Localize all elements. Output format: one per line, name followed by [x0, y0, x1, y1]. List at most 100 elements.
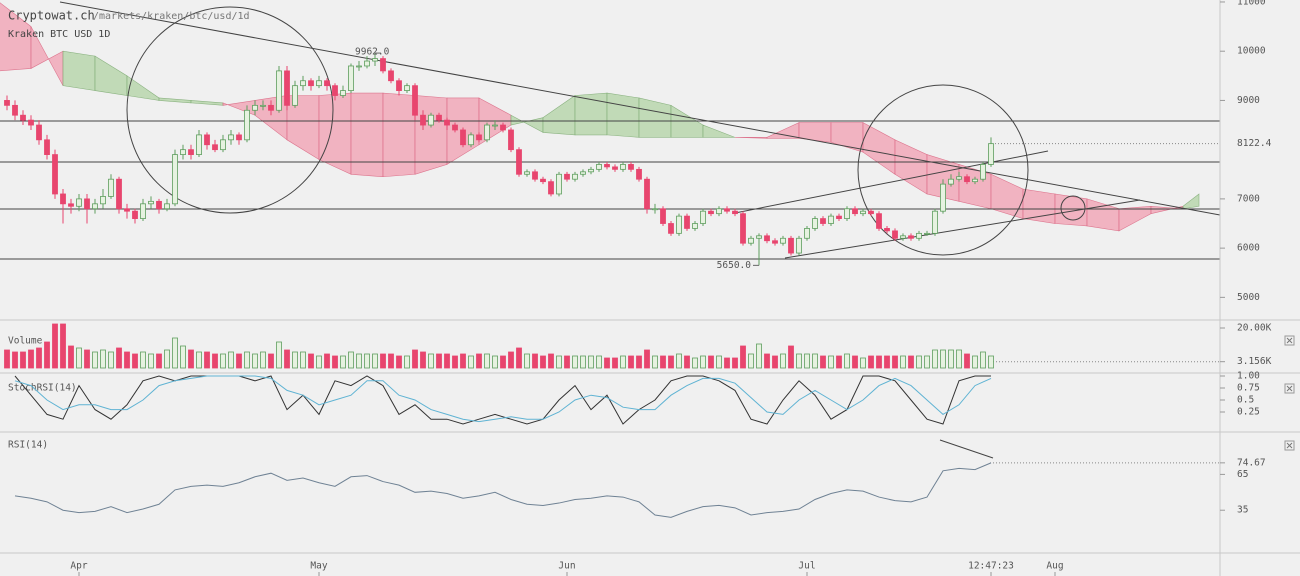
candle-body	[580, 171, 586, 175]
volume-bar	[220, 353, 226, 369]
volume-bar	[908, 355, 914, 369]
x-tick-label: Aug	[1046, 561, 1063, 572]
annotation-label: 5650.0	[717, 260, 752, 271]
volume-bar	[404, 355, 410, 369]
candle-body	[828, 215, 834, 224]
volume-bar	[844, 353, 850, 369]
candle-body	[308, 80, 314, 87]
volume-bar	[820, 355, 826, 369]
volume-bar	[836, 355, 842, 369]
cloud-segment	[798, 122, 832, 143]
candle-body	[476, 134, 482, 141]
y-tick-label: 35	[1237, 505, 1248, 516]
volume-bar	[652, 355, 658, 369]
volume-bar	[196, 351, 202, 369]
candle-body	[148, 200, 154, 205]
drawings	[0, 1, 1221, 459]
volume-bar	[644, 349, 650, 369]
cloud-segment	[350, 92, 384, 178]
volume-bar	[204, 351, 210, 369]
close-icon	[1286, 337, 1293, 344]
close-button[interactable]	[1284, 335, 1295, 346]
cloud-segment	[158, 97, 192, 104]
trend-line	[59, 1, 1221, 216]
volume-bar	[324, 353, 330, 369]
volume-bar	[124, 351, 130, 369]
volume-bar	[868, 355, 874, 369]
volume-bar	[108, 351, 114, 369]
candle-body	[924, 232, 930, 235]
volume-bar	[916, 355, 922, 369]
volume-bar	[356, 353, 362, 369]
candle-body	[100, 196, 106, 205]
x-tick-label: 12:47:23	[968, 561, 1014, 572]
volume-bar	[52, 323, 58, 369]
y-tick-label: 74.67	[1237, 457, 1266, 468]
y-tick-label: 9000	[1237, 95, 1260, 106]
candle-body	[156, 200, 162, 210]
volume-bar	[540, 355, 546, 369]
candle-body	[748, 237, 754, 244]
y-tick-label: 5000	[1237, 292, 1260, 303]
volume-bar	[636, 355, 642, 369]
candle-body	[364, 60, 370, 67]
close-button[interactable]	[1284, 383, 1295, 394]
volume-bar	[884, 355, 890, 369]
candle-body	[444, 119, 450, 126]
candle-body	[412, 85, 418, 116]
candle-body	[916, 232, 922, 239]
candle-body	[636, 168, 642, 180]
volume-bar	[28, 349, 34, 369]
volume-bar	[620, 355, 626, 369]
candle-body	[404, 85, 410, 91]
close-buttons[interactable]	[1284, 335, 1295, 451]
volume-bar	[180, 345, 186, 369]
candle-body	[932, 210, 938, 234]
volume-bar	[68, 345, 74, 369]
volume-bar	[964, 353, 970, 369]
cloud-segment	[958, 164, 992, 210]
candle-body	[332, 85, 338, 96]
cloud-segment	[286, 95, 320, 161]
cloud-segment	[1054, 193, 1088, 227]
candle-body	[20, 114, 26, 121]
volume-bar	[372, 353, 378, 369]
volume-bar	[332, 355, 338, 369]
candle-body	[356, 65, 362, 68]
candle-body	[196, 134, 202, 155]
candle-body	[316, 80, 322, 87]
volume-bar	[508, 351, 514, 369]
volume-bar	[724, 357, 730, 369]
volume-bar	[212, 353, 218, 369]
candle-body	[268, 104, 274, 111]
volume-bar	[764, 353, 770, 369]
cloud-segment	[1182, 193, 1200, 210]
cloud-segment	[510, 114, 544, 133]
volume-bar	[716, 355, 722, 369]
volume-bar	[364, 353, 370, 369]
volume-bar	[4, 349, 10, 369]
volume-bar	[116, 347, 122, 369]
candle-body	[724, 208, 730, 212]
indicator-line	[14, 375, 992, 423]
candle-body	[900, 235, 906, 239]
candle-body	[668, 223, 674, 234]
circle-drawing	[126, 6, 334, 214]
divergence-line	[939, 439, 994, 459]
volume-bar	[60, 323, 66, 369]
candle-body	[980, 164, 986, 180]
last-price-label: 8122.4	[1237, 138, 1272, 149]
volume-bar	[700, 355, 706, 369]
volume-bar	[596, 355, 602, 369]
volume-bar	[812, 353, 818, 369]
candle-body	[652, 208, 658, 211]
close-button[interactable]	[1284, 440, 1295, 451]
volume-bar	[380, 353, 386, 369]
candle-body	[92, 203, 98, 210]
candle-body	[612, 166, 618, 170]
candle-body	[860, 210, 866, 215]
volume-bar	[692, 357, 698, 369]
y-tick-label: 0.25	[1237, 407, 1260, 418]
candle-body	[180, 149, 186, 155]
volume-bar	[84, 349, 90, 369]
